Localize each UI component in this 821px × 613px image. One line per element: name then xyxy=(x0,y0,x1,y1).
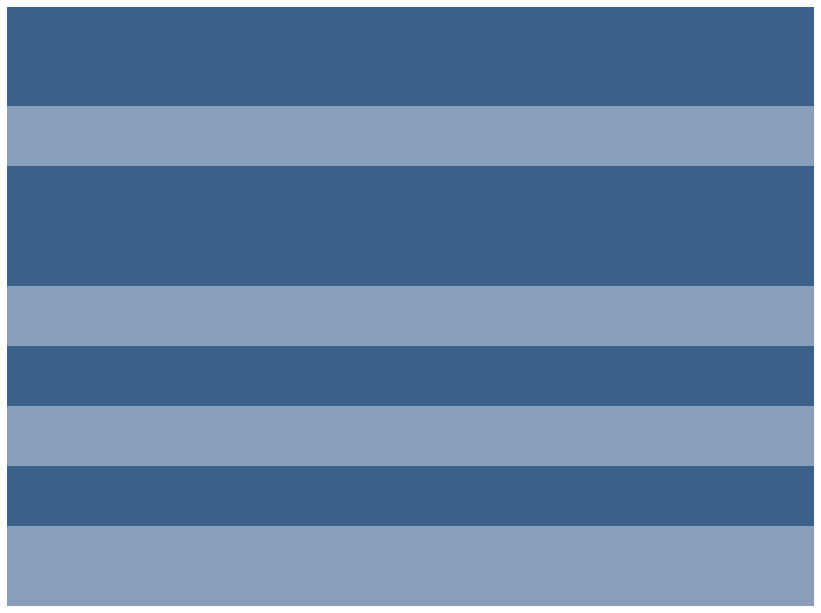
dark-band xyxy=(7,166,814,286)
dark-band xyxy=(7,7,814,106)
dark-band xyxy=(7,346,814,406)
light-band xyxy=(7,406,814,466)
striped-canvas xyxy=(7,7,814,606)
light-band xyxy=(7,106,814,166)
dark-band xyxy=(7,466,814,526)
light-band xyxy=(7,526,814,606)
light-band xyxy=(7,286,814,346)
